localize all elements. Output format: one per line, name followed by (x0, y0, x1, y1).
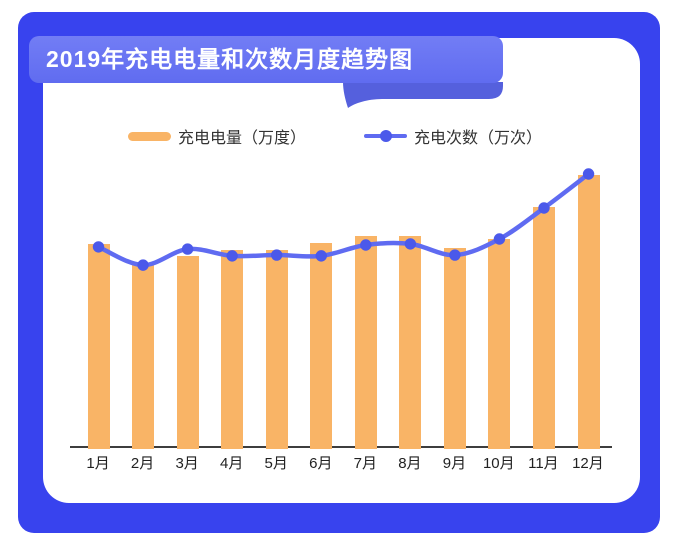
bar-month-10[interactable] (488, 238, 511, 449)
bar-month-3[interactable] (176, 256, 199, 449)
line-dot-icon (379, 130, 392, 142)
bar-swatch-icon (128, 131, 171, 141)
bar-month-12[interactable] (577, 175, 600, 449)
bar-month-9[interactable] (443, 247, 466, 449)
x-axis-label-month-11: 11月 (528, 455, 559, 472)
x-axis-label-month-10: 10月 (482, 455, 515, 472)
bar-month-8[interactable] (399, 235, 422, 449)
x-axis-label-month-2: 2月 (130, 455, 155, 472)
bar-month-7[interactable] (354, 235, 377, 449)
legend-label-energy: 充电电量（万度） (178, 130, 307, 147)
legend-item-energy[interactable]: 充电电量（万度） (128, 124, 306, 148)
title-banner: 2019年充电电量和次数月度趋势图 (29, 36, 503, 83)
x-axis-label-month-6: 6月 (309, 455, 333, 472)
x-axis-label-month-9: 9月 (442, 455, 467, 472)
x-axis-label-month-4: 4月 (220, 455, 244, 472)
x-axis-label-month-8: 8月 (398, 455, 422, 472)
x-axis-line (70, 446, 612, 448)
bar-month-4[interactable] (221, 250, 244, 449)
x-axis-label-month-7: 7月 (353, 455, 378, 472)
line-swatch-icon (364, 130, 408, 142)
bar-month-5[interactable] (265, 250, 288, 449)
x-axis-label-month-3: 3月 (175, 455, 199, 472)
x-axis-label-month-1: 1月 (86, 455, 110, 472)
chart-title: 2019年充电电量和次数月度趋势图 (46, 46, 414, 72)
bar-month-2[interactable] (132, 264, 155, 449)
bar-month-6[interactable] (310, 243, 333, 449)
banner-tail-shape (343, 82, 503, 108)
legend-item-count[interactable]: 充电次数（万次） (364, 124, 542, 148)
legend: 充电电量（万度） 充电次数（万次） (128, 123, 542, 149)
legend-label-count: 充电次数（万次） (414, 130, 543, 147)
bar-month-1[interactable] (87, 244, 110, 449)
x-axis-label-month-12: 12月 (572, 455, 604, 472)
x-axis-label-month-5: 5月 (264, 455, 288, 472)
bar-month-11[interactable] (533, 206, 555, 449)
